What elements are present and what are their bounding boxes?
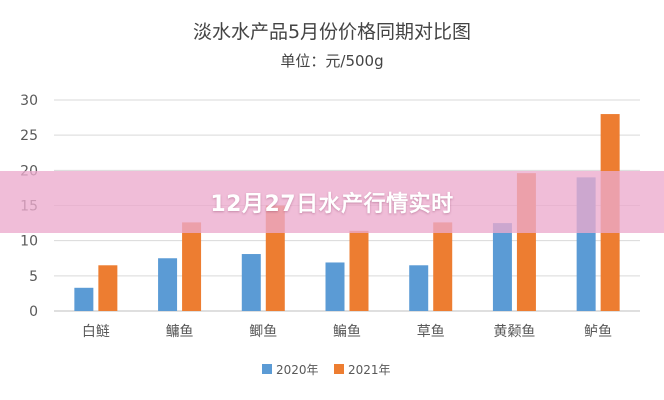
x-category-label: 黄颡鱼 <box>493 323 535 340</box>
legend-swatch <box>334 364 344 374</box>
legend: 2020年 2021年 <box>262 363 391 377</box>
gridlines <box>54 99 640 312</box>
headline-banner: 12月27日水产行情实时 <box>0 171 664 233</box>
x-category-label: 鳙鱼 <box>166 323 194 340</box>
bar-series1 <box>325 262 345 311</box>
x-category-label: 鲫鱼 <box>249 323 277 340</box>
bar-series1 <box>158 258 178 311</box>
bar-series1 <box>241 254 261 311</box>
headline-text: 12月27日水产行情实时 <box>210 192 454 217</box>
x-category-label: 白鲢 <box>82 324 110 340</box>
legend-label: 2021年 <box>348 363 391 377</box>
legend-swatch <box>262 364 272 374</box>
x-axis-categories: 白鲢 鳙鱼 鲫鱼 鳊鱼 草鱼 黄颡鱼 鲈鱼 <box>82 323 612 340</box>
legend-label: 2020年 <box>276 363 319 377</box>
chart-title: 淡水水产品5月份价格同期对比图 <box>193 21 471 43</box>
y-tick-label: 10 <box>20 234 38 250</box>
bar-series2 <box>433 222 453 311</box>
bar-series2 <box>182 222 202 311</box>
y-tick-label: 5 <box>29 269 38 285</box>
bar-series1 <box>492 223 512 311</box>
x-category-label: 草鱼 <box>417 323 445 340</box>
bar-series2 <box>349 230 369 311</box>
bar-series1 <box>409 265 429 311</box>
x-category-label: 鳊鱼 <box>333 323 361 340</box>
y-tick-label: 30 <box>20 93 38 109</box>
bar-series2 <box>98 265 118 311</box>
chart-subtitle: 单位：元/500g <box>280 52 383 70</box>
y-tick-label: 25 <box>20 128 38 144</box>
bar-series1 <box>74 287 94 311</box>
x-category-label: 鲈鱼 <box>584 323 612 340</box>
y-tick-label: 0 <box>29 304 38 320</box>
